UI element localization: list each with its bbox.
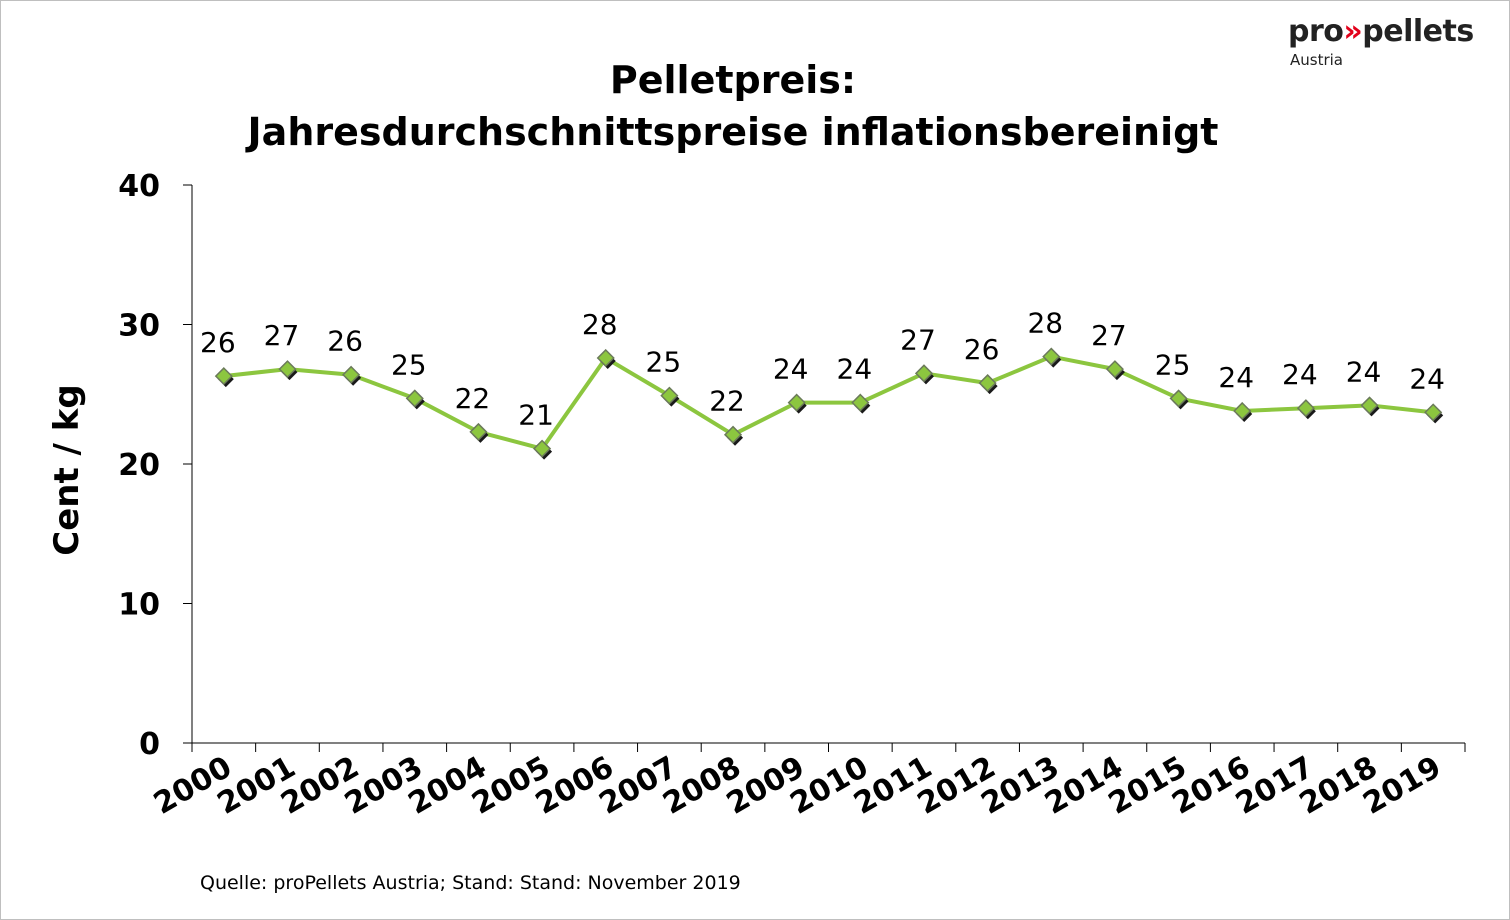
data-point (1042, 347, 1061, 366)
data-point (1233, 401, 1252, 421)
propellets-logo: pro»pellets Austria (1288, 14, 1474, 69)
data-point (405, 389, 424, 408)
data-label: 25 (391, 348, 427, 381)
data-label: 25 (1155, 348, 1191, 381)
y-tick-label: 10 (118, 588, 160, 623)
series-line (223, 354, 1434, 451)
data-point (851, 393, 870, 412)
data-label: 27 (1091, 319, 1127, 352)
data-point (978, 374, 997, 393)
chart-title: Pelletpreis: (609, 58, 857, 102)
data-label: 26 (964, 333, 1000, 366)
data-label: 27 (900, 323, 936, 356)
data-label: 27 (264, 319, 300, 352)
data-point (278, 360, 297, 379)
logo-country: Austria (1290, 51, 1343, 69)
source-note: Quelle: proPellets Austria; Stand: Stand… (200, 872, 741, 894)
data-label: 24 (773, 353, 809, 386)
data-point (787, 393, 806, 412)
logo-wordmark: pro»pellets (1288, 14, 1474, 49)
data-label: 28 (582, 308, 618, 341)
data-point (1360, 396, 1379, 415)
data-label: 25 (646, 346, 682, 379)
data-point (660, 386, 679, 405)
data-label: 24 (1409, 362, 1445, 395)
data-label: 24 (1282, 358, 1318, 391)
y-tick-label: 0 (139, 727, 160, 762)
y-tick-label: 40 (118, 169, 160, 204)
data-label: 26 (200, 326, 236, 359)
data-point (723, 425, 743, 444)
data-point (533, 439, 552, 458)
data-point (469, 422, 488, 441)
data-label: 24 (1346, 355, 1382, 388)
logo-pro-text: pro (1288, 14, 1344, 49)
data-point (342, 365, 361, 384)
data-point (1169, 389, 1188, 408)
data-point (1105, 360, 1124, 379)
logo-arrows-icon: » (1343, 14, 1363, 49)
data-label: 26 (327, 325, 363, 358)
y-tick-label: 30 (118, 309, 160, 344)
data-point (1424, 403, 1443, 422)
y-tick-label: 20 (118, 448, 160, 483)
data-label: 24 (837, 353, 873, 386)
data-label: 22 (455, 382, 491, 415)
logo-pellets-text: pellets (1362, 14, 1474, 49)
data-point (1296, 399, 1315, 418)
data-point (596, 348, 615, 368)
y-axis-title: Cent / kg (47, 384, 87, 556)
chart-subtitle: Jahresdurchschnittspreise inflationsbere… (247, 110, 1219, 154)
data-point (214, 367, 233, 386)
data-point (914, 364, 934, 383)
data-label: 28 (1027, 307, 1063, 340)
data-label: 24 (1218, 361, 1254, 394)
data-label: 21 (518, 399, 554, 432)
data-label: 22 (709, 385, 745, 418)
